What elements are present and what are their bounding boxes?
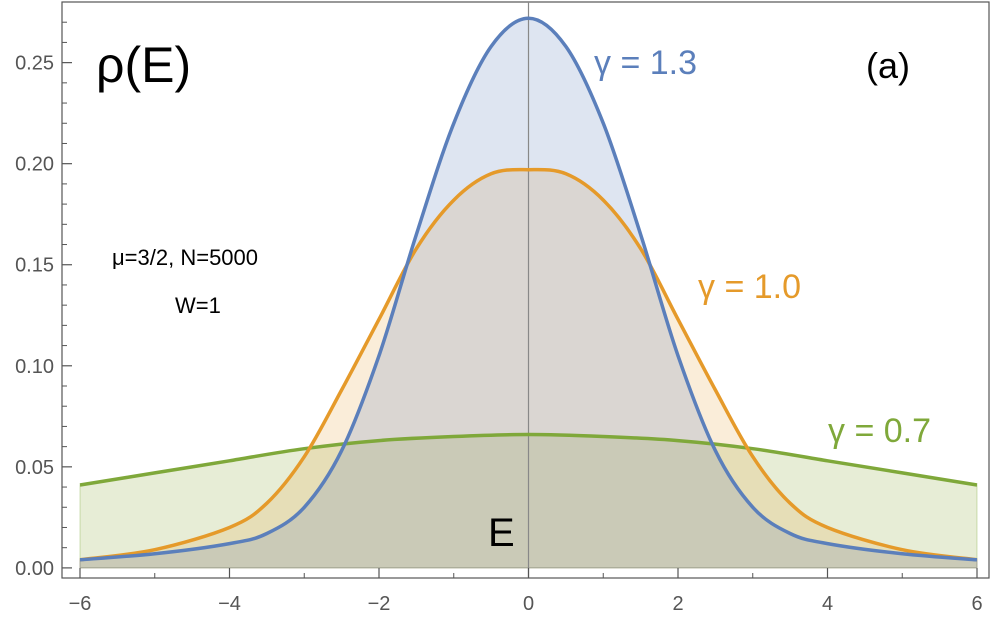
x-tick-label: −6 xyxy=(69,593,92,615)
x-axis-label: E xyxy=(488,511,515,555)
y-tick-label: 0.15 xyxy=(15,255,54,277)
y-tick-label: 0.00 xyxy=(15,558,54,580)
y-tick-label: 0.05 xyxy=(15,457,54,479)
x-tick-label: 6 xyxy=(971,593,982,615)
panel-label: (a) xyxy=(866,45,910,86)
series-line-1 xyxy=(79,167,978,562)
chart-title: ρ(E) xyxy=(96,37,191,93)
x-tick-label: −4 xyxy=(218,593,241,615)
x-tick-label: 0 xyxy=(523,593,534,615)
annotation-line-2: W=1 xyxy=(175,293,221,318)
axis-ticks: −6 −4 −2 0 2 4 6 0.00 0.05 0.10 0.15 0.20 0.25 xyxy=(15,21,983,615)
series-label-gamma-1.3: γ = 1.3 xyxy=(594,44,697,82)
x-tick-label: 4 xyxy=(822,593,833,615)
series-lines xyxy=(79,16,978,562)
y-tick-label: 0.20 xyxy=(15,154,54,176)
series-label-gamma-0.7: γ = 0.7 xyxy=(828,412,931,450)
series-label-gamma-1.0: γ = 1.0 xyxy=(698,268,801,306)
x-tick-label: 2 xyxy=(672,593,683,615)
plot-frame xyxy=(61,1,990,579)
annotation-line-1: μ=3/2, N=5000 xyxy=(112,245,258,270)
y-tick-label: 0.10 xyxy=(15,356,54,378)
x-tick-label: −2 xyxy=(368,593,391,615)
series-line-2 xyxy=(79,432,978,487)
y-tick-label: 0.25 xyxy=(15,53,54,75)
series-line-0 xyxy=(79,16,978,562)
